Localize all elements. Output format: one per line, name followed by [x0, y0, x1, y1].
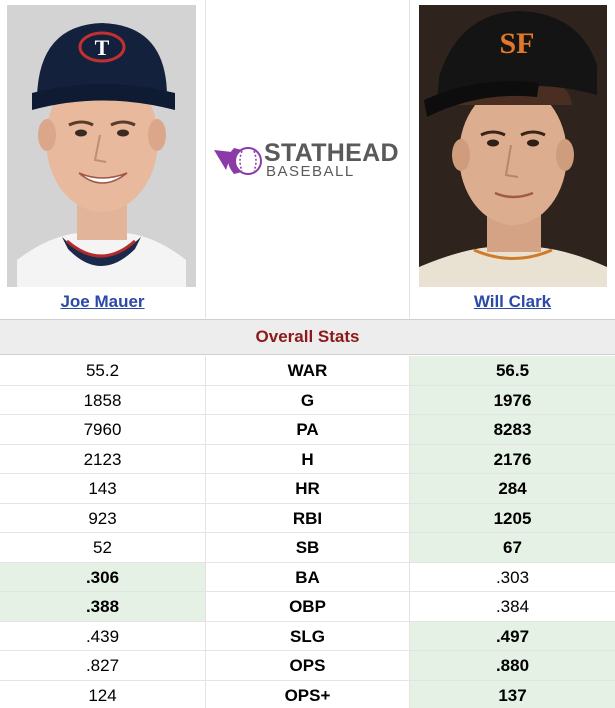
stats-table: 55.2 WAR 56.5 1858 G 1976 7960 PA 8283 2123 H 2176 1…	[0, 356, 615, 708]
stat-row: 1858 G 1976	[0, 385, 615, 415]
right-player-stat-value: .303	[495, 567, 530, 587]
stat-row: 7960 PA 8283	[0, 415, 615, 445]
stat-label: SLG	[205, 621, 410, 650]
stat-row: .439 SLG .497	[0, 621, 615, 651]
left-player-stat-value: .388	[0, 592, 205, 621]
right-player-stat-value: .384	[495, 597, 530, 616]
left-player-stat-value: 124	[88, 685, 117, 705]
right-player-stat-value: 67	[410, 533, 615, 562]
left-player-stat-value: 923	[88, 508, 117, 528]
right-player-photo: SF	[419, 5, 607, 287]
left-player-stat-value: 2123	[83, 449, 122, 469]
left-player-stat-value: 52	[93, 538, 112, 557]
stat-row: 2123 H 2176	[0, 444, 615, 474]
stat-label: OBP	[205, 592, 410, 621]
left-player-stat-value: 143	[88, 479, 117, 498]
stat-label: PA	[205, 415, 410, 444]
logo-wordmark-stathead: STATHEAD	[264, 139, 399, 167]
stat-row: .388 OBP .384	[0, 592, 615, 622]
svg-text:SF: SF	[499, 27, 534, 60]
right-player-stat-value: 137	[410, 680, 615, 708]
stathead-baseball-logo[interactable]: STATHEAD BASEBALL	[212, 138, 404, 182]
right-player-column: SF Will Clark	[410, 0, 615, 318]
left-player-stat-value: .827	[85, 656, 120, 675]
stat-label: RBI	[205, 503, 410, 532]
right-player-stat-value: 1205	[410, 503, 615, 532]
stat-label: G	[205, 385, 410, 414]
stat-row: 143 HR 284	[0, 474, 615, 504]
stat-row: 55.2 WAR 56.5	[0, 356, 615, 386]
right-player-name-link[interactable]: Will Clark	[473, 292, 552, 311]
left-player-stat-value: .306	[0, 562, 205, 591]
stat-label: HR	[205, 474, 410, 503]
stat-label: H	[205, 444, 410, 473]
right-player-stat-value: 2176	[410, 444, 615, 473]
left-player-photo: T	[7, 5, 196, 287]
right-player-stat-value: 56.5	[410, 356, 615, 385]
right-player-stat-value: 1976	[410, 385, 615, 414]
left-player-stat-value: 7960	[83, 420, 122, 439]
right-player-stat-value: 284	[410, 474, 615, 503]
stat-row: 124 OPS+ 137	[0, 680, 615, 708]
stat-label: OPS	[205, 651, 410, 680]
left-player-portrait-image: T	[7, 5, 196, 287]
right-player-portrait-image: SF	[419, 5, 607, 287]
stat-label: WAR	[205, 356, 410, 385]
left-player-stat-value: 55.2	[85, 361, 120, 380]
logo-column: STATHEAD BASEBALL	[205, 0, 410, 318]
stat-label: BA	[205, 562, 410, 591]
stat-row: .306 BA .303	[0, 562, 615, 592]
right-player-stat-value: 8283	[410, 415, 615, 444]
stat-row: .827 OPS .880	[0, 651, 615, 681]
left-player-stat-value: 1858	[83, 390, 122, 410]
svg-text:T: T	[95, 35, 110, 60]
left-player-column: T Joe Mauer	[0, 0, 205, 318]
left-player-stat-value: .439	[85, 626, 120, 646]
right-player-stat-value: .880	[410, 651, 615, 680]
stat-row: 52 SB 67	[0, 533, 615, 563]
right-player-stat-value: .497	[410, 621, 615, 650]
stat-row: 923 RBI 1205	[0, 503, 615, 533]
logo-wordmark-baseball: BASEBALL	[266, 163, 355, 180]
stat-label: OPS+	[205, 680, 410, 708]
overall-stats-heading: Overall Stats	[0, 319, 615, 355]
stathead-ball-icon	[214, 147, 262, 175]
stat-label: SB	[205, 533, 410, 562]
comparison-header: T Joe Mauer STATHEAD BASEBALL	[0, 0, 615, 318]
left-player-name-link[interactable]: Joe Mauer	[60, 292, 145, 311]
